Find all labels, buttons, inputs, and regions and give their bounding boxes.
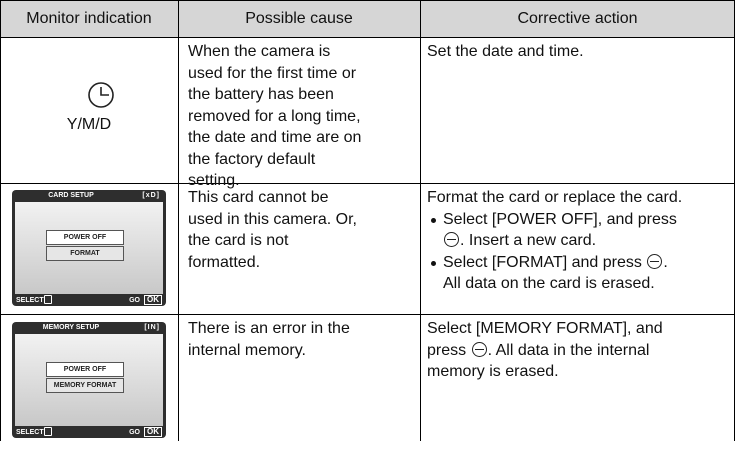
cause-line: internal memory. (188, 341, 306, 359)
action-text: Select [MEMORY FORMAT], and press . All … (427, 318, 663, 383)
action-line: Select [FORMAT] and press . (443, 252, 732, 274)
ok-button-icon (647, 253, 663, 269)
action-text-part: . All data in the internal (487, 341, 650, 359)
header-bg (0, 0, 735, 37)
header-cell: Monitor indication (26, 10, 152, 27)
header-cell: Corrective action (517, 10, 638, 27)
screen-tag: [IN] (144, 324, 160, 331)
screen-option: POWER OFF (46, 230, 124, 245)
cause-text: There is an error in the internal memory. (188, 318, 350, 361)
action-text-part: press (427, 341, 467, 359)
action-line: Set the date and time. (427, 43, 584, 60)
cause-line: This card cannot be (188, 189, 329, 206)
action-line: memory is erased. (427, 363, 559, 380)
header-cell: Possible cause (245, 10, 353, 27)
screen-title: MEMORY SETUP (42, 324, 100, 331)
screen-thumbnail: MEMORY SETUP [IN] POWER OFF MEMORY FORMAT SE… (12, 322, 166, 438)
action-line: Select [POWER OFF], and press (443, 210, 677, 228)
cause-line: the battery has been (188, 86, 334, 103)
screen-tag: [xD] (142, 192, 160, 199)
rule (0, 0, 735, 1)
screen-go: GO (129, 429, 140, 436)
cause-line: the date and time are on (188, 129, 362, 146)
screen-option: FORMAT (46, 246, 124, 261)
rule (420, 0, 421, 441)
screen-ok: OK (144, 427, 162, 437)
screen-select-arrows (44, 427, 52, 436)
action-line: . Insert a new card. (443, 230, 732, 252)
cause-line: When the camera is (188, 43, 331, 60)
action-text-part: Select [FORMAT] and press (443, 253, 642, 271)
action-line: press . All data in the internal (427, 340, 663, 362)
cause-text: This card cannot be used in this camera. … (188, 187, 357, 273)
indication-label: Y/M/D (66, 116, 112, 133)
bullet-dot (431, 217, 436, 223)
rule (0, 0, 1, 441)
cause-line: the card is not (188, 232, 289, 249)
rule (0, 37, 735, 38)
ok-button-icon (444, 232, 459, 247)
action-text: Set the date and time. (427, 41, 584, 63)
action-text: Format the card or replace the card. Sel… (427, 187, 732, 295)
action-text-part: . Insert a new card. (460, 232, 597, 249)
action-text-part: . (663, 253, 668, 271)
screen-option: POWER OFF (46, 362, 124, 377)
clock-icon (88, 82, 114, 108)
cause-text: When the camera is used for the first tim… (188, 41, 361, 192)
cause-line: removed for a long time, (188, 107, 361, 125)
cause-line: used for the first time or (188, 64, 357, 82)
ok-button-icon (471, 341, 487, 357)
cause-line: the factory default (188, 150, 316, 168)
screen-select: SELECT (16, 297, 44, 304)
cause-line: There is an error in the (188, 320, 350, 337)
cause-line: used in this camera. Or, (188, 210, 357, 228)
rule (0, 314, 735, 315)
screen-title: CARD SETUP (48, 192, 94, 199)
action-line: Select [MEMORY FORMAT], and (427, 320, 663, 337)
screen-select: SELECT (16, 429, 44, 436)
rule (0, 183, 735, 184)
action-line: Format the card or replace the card. (427, 189, 683, 206)
screen-ok: OK (144, 295, 162, 305)
screen-option: MEMORY FORMAT (46, 378, 124, 393)
rule (178, 0, 179, 441)
screen-thumbnail: CARD SETUP [xD] POWER OFF FORMAT SELECT GO OK (12, 190, 166, 306)
bullet: Select [FORMAT] and press . All data on … (427, 252, 732, 295)
screen-select-arrows (44, 295, 52, 304)
bullet-dot (431, 260, 436, 266)
cause-line: setting. (188, 172, 240, 189)
screen-go: GO (129, 297, 140, 304)
cause-line: formatted. (188, 253, 261, 271)
bullet: Select [POWER OFF], and press . Insert a… (427, 209, 732, 252)
action-line: All data on the card is erased. (443, 275, 655, 292)
